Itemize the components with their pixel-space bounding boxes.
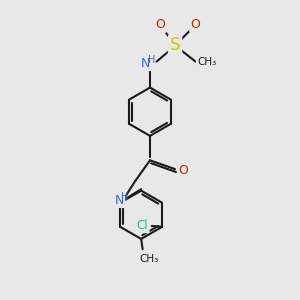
Text: O: O xyxy=(155,18,165,32)
Text: S: S xyxy=(170,37,180,55)
Text: H: H xyxy=(148,55,155,64)
Text: N: N xyxy=(141,57,150,70)
Text: CH₃: CH₃ xyxy=(197,57,217,67)
Text: CH₃: CH₃ xyxy=(139,254,158,264)
Text: H: H xyxy=(121,191,129,202)
Text: Cl: Cl xyxy=(136,219,148,232)
Text: N: N xyxy=(114,194,124,207)
Text: O: O xyxy=(191,18,201,32)
Text: O: O xyxy=(178,164,188,177)
